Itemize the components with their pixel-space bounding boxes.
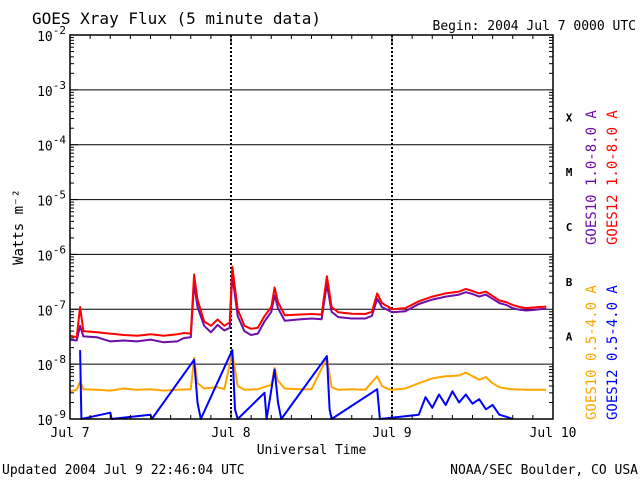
- updated-timestamp: Updated 2004 Jul 9 22:46:04 UTC: [2, 463, 245, 478]
- y-tick-label: 10-7: [37, 298, 66, 319]
- legend-entry: GOES10 1.0-8.0 A: [584, 110, 600, 245]
- x-tick-label: Jul 7: [50, 426, 89, 441]
- chart-grid: [70, 35, 553, 419]
- flare-class-label: X: [566, 111, 573, 124]
- legend-entry: GOES10 0.5-4.0 A: [584, 285, 600, 420]
- flare-class-label: B: [566, 276, 573, 289]
- begin-time-label: Begin: 2004 Jul 7 0000 UTC: [433, 19, 637, 34]
- y-tick-label: 10-5: [37, 189, 66, 210]
- series-line: [69, 274, 547, 344]
- flare-class-label: M: [566, 166, 573, 179]
- y-tick-label: 10-8: [37, 353, 66, 374]
- legend-entry: GOES12 1.0-8.0 A: [605, 110, 621, 245]
- y-tick-label: 10-3: [37, 79, 66, 100]
- y-tick-label: 10-2: [37, 24, 66, 45]
- legend-entry: GOES12 0.5-4.0 A: [605, 285, 621, 420]
- plot-frame: [69, 34, 554, 420]
- chart-legend: GOES10 1.0-8.0 A GOES12 1.0-8.0 A GOES10 0…: [584, 110, 621, 420]
- flare-class-label: A: [566, 331, 573, 344]
- x-tick-label: Jul 8: [211, 426, 250, 441]
- y-tick-label: 10-4: [37, 134, 66, 155]
- y-tick-label: 10-6: [37, 243, 66, 264]
- x-axis-label: Universal Time: [257, 443, 367, 458]
- chart-title: GOES Xray Flux (5 minute data): [32, 9, 321, 28]
- x-tick-label: Jul 10: [530, 426, 577, 441]
- credit-label: NOAA/SEC Boulder, CO USA: [450, 463, 638, 478]
- y-tick-label: 10-9: [37, 408, 66, 429]
- series-line: [69, 265, 547, 339]
- series-line: [69, 351, 547, 393]
- plot-series: [69, 265, 547, 420]
- x-tick-label: Jul 9: [372, 426, 411, 441]
- flare-class-label: C: [566, 221, 573, 234]
- series-line: [79, 349, 514, 420]
- y-axis-label: Watts m⁻²: [11, 189, 27, 265]
